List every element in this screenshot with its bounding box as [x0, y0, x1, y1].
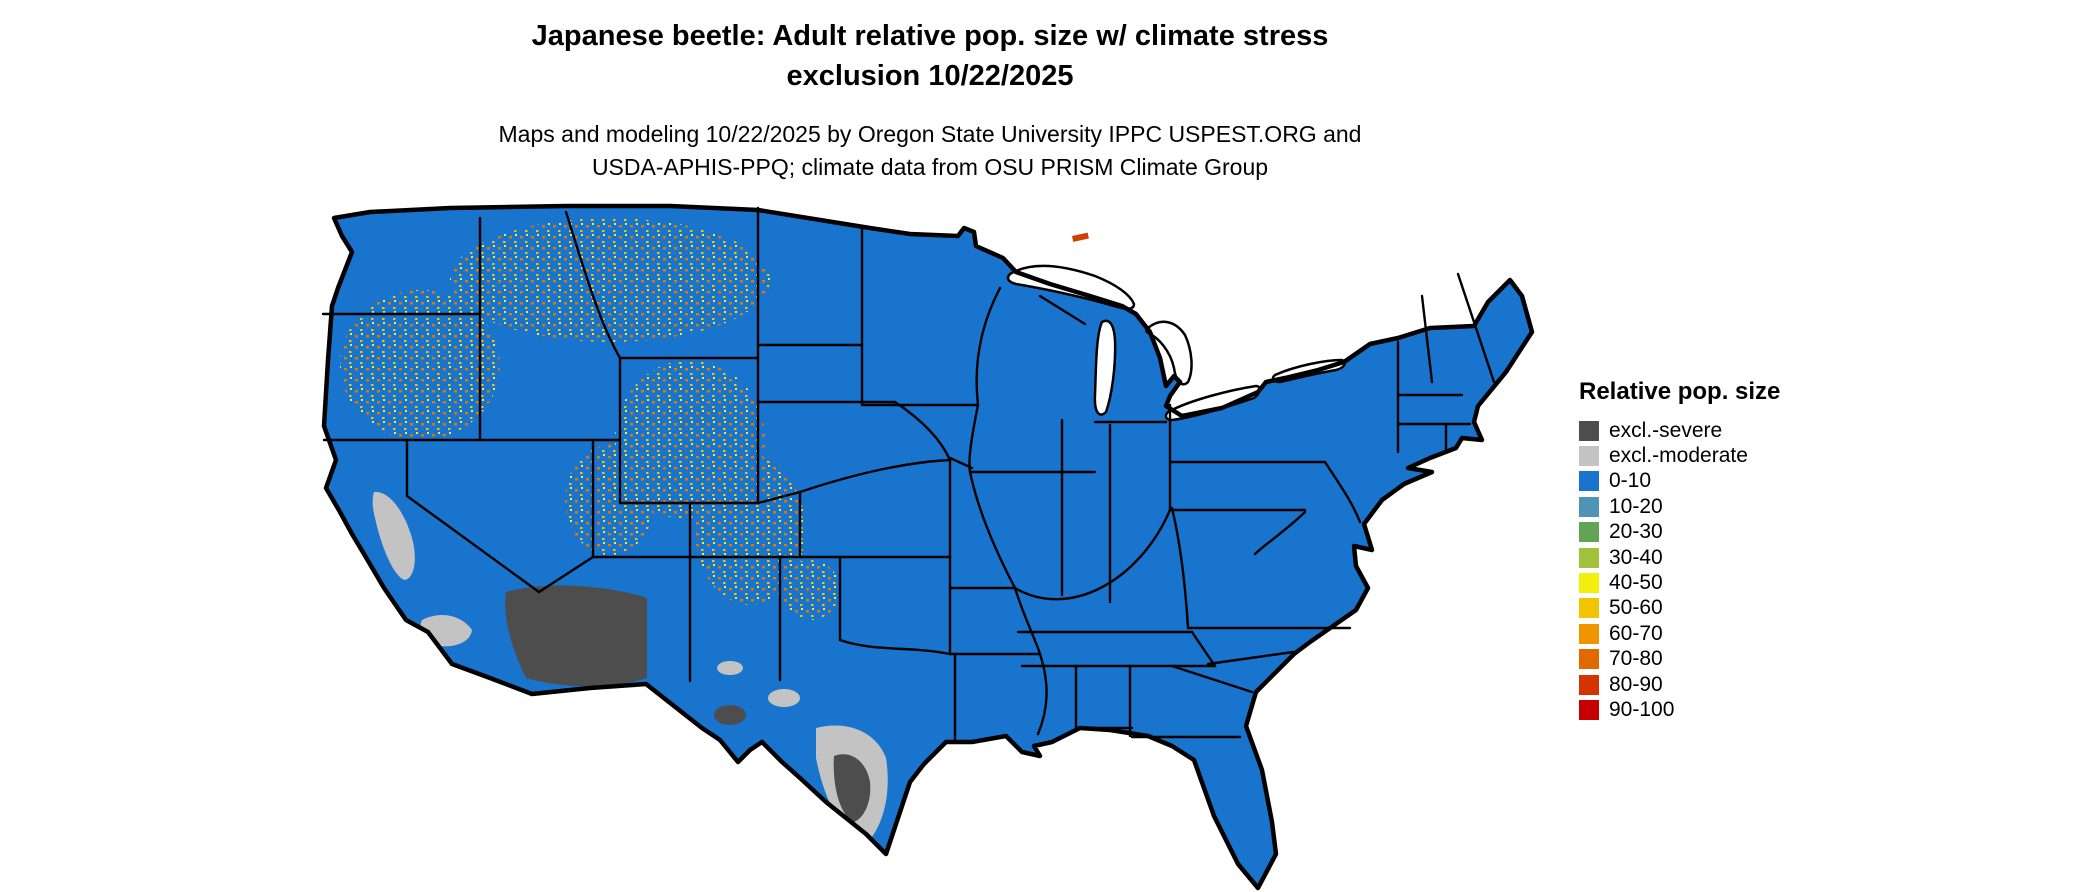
- legend-item: 90-100: [1579, 697, 1839, 722]
- legend-swatch: [1579, 623, 1599, 644]
- title-line-1: Japanese beetle: Adult relative pop. siz…: [531, 20, 1329, 52]
- legend-label: 90-100: [1609, 697, 1675, 721]
- legend-rows: excl.-severe excl.-moderate 0-10 10-20 20-30…: [1579, 418, 1839, 723]
- legend-swatch: [1579, 420, 1599, 441]
- legend-item: excl.-moderate: [1579, 443, 1839, 468]
- legend-label: excl.-severe: [1609, 418, 1723, 442]
- legend-label: excl.-moderate: [1609, 444, 1748, 468]
- legend-label: 0-10: [1609, 469, 1652, 493]
- us-choropleth-map: [310, 200, 1545, 892]
- legend-swatch: [1579, 649, 1599, 670]
- legend-title: Relative pop. size: [1579, 378, 1781, 405]
- subtitle-line-1: Maps and modeling 10/22/2025 by Oregon S…: [498, 121, 1362, 147]
- legend-swatch: [1579, 496, 1599, 517]
- legend-label: 70-80: [1609, 647, 1663, 671]
- legend-swatch: [1579, 699, 1599, 720]
- map-legend: Relative pop. size excl.-severe excl.-mod…: [1579, 378, 1839, 723]
- legend-swatch: [1579, 446, 1599, 467]
- page-title: Japanese beetle: Adult relative pop. siz…: [330, 16, 1530, 96]
- legend-item: 50-60: [1579, 596, 1839, 621]
- high-value-speckle-areas: [340, 218, 840, 620]
- legend-label: 80-90: [1609, 672, 1663, 696]
- legend-swatch: [1579, 674, 1599, 695]
- isle-royale-mark: [1072, 232, 1089, 242]
- legend-label: 40-50: [1609, 571, 1663, 595]
- legend-item: 60-70: [1579, 621, 1839, 646]
- legend-item: 10-20: [1579, 494, 1839, 519]
- legend-label: 20-30: [1609, 520, 1663, 544]
- legend-item: 20-30: [1579, 520, 1839, 545]
- lake-michigan: [1093, 319, 1117, 416]
- state-borders: [321, 206, 1496, 742]
- legend-label: 10-20: [1609, 494, 1663, 518]
- us-map-svg: [321, 203, 1535, 891]
- us-outline: [321, 203, 1535, 891]
- us-landmass: [324, 206, 1532, 888]
- page-subtitle: Maps and modeling 10/22/2025 by Oregon S…: [330, 118, 1530, 184]
- legend-label: 50-60: [1609, 596, 1663, 620]
- legend-item: 30-40: [1579, 545, 1839, 570]
- legend-label: 30-40: [1609, 545, 1663, 569]
- subtitle-line-2: USDA-APHIS-PPQ; climate data from OSU PR…: [591, 154, 1269, 180]
- title-line-2: exclusion 10/22/2025: [786, 60, 1074, 92]
- legend-item: excl.-severe: [1579, 418, 1839, 443]
- legend-label: 60-70: [1609, 621, 1663, 645]
- legend-swatch: [1579, 471, 1599, 492]
- legend-item: 80-90: [1579, 672, 1839, 697]
- legend-swatch: [1579, 598, 1599, 619]
- legend-swatch: [1579, 547, 1599, 568]
- legend-swatch: [1579, 522, 1599, 543]
- map-base-layer: [324, 206, 1532, 888]
- legend-swatch: [1579, 573, 1599, 594]
- legend-item: 0-10: [1579, 469, 1839, 494]
- exclusion-severe-patches: [505, 585, 871, 822]
- legend-item: 40-50: [1579, 570, 1839, 595]
- legend-item: 70-80: [1579, 647, 1839, 672]
